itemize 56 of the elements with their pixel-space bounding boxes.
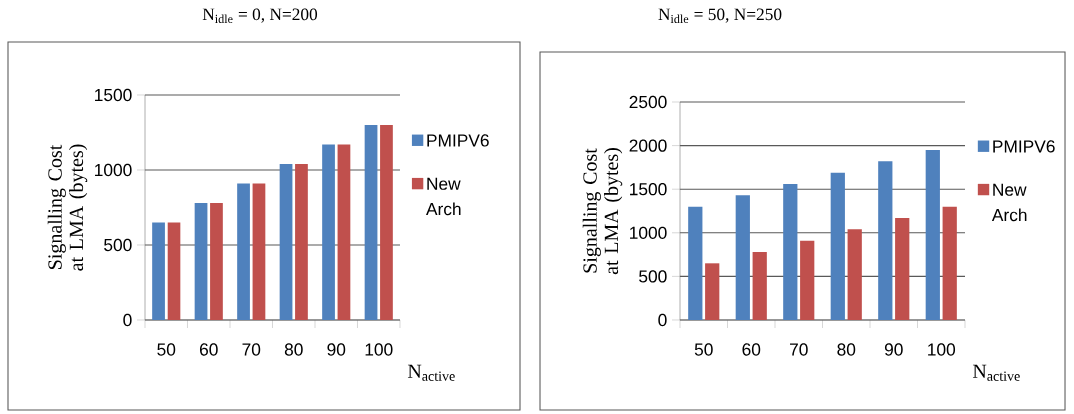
bar [252,183,266,320]
bar [279,164,293,320]
y-tick-label: 1000 [95,163,132,177]
bar [895,217,910,320]
y-tick-label: 1000 [630,226,667,239]
y-tick-label: 2500 [629,95,667,109]
x-axis-title: N$_{active}$ [407,364,455,381]
bar [167,222,181,320]
y-tick-label: 500 [639,270,667,283]
y-axis-title: Signalling Cost at LMA (bytes) [582,148,623,275]
chart-title: N$_{idle}$ = 50, N=250 [658,8,782,24]
bar [152,222,165,320]
y-tick-label: 2000 [629,139,667,152]
x-tick-label: 100 [365,343,393,356]
x-tick-label: 80 [284,343,303,356]
bar [194,203,208,320]
x-tick-label: 70 [242,343,261,356]
x-tick-label: 60 [742,343,761,356]
legend-label: New Arch [426,177,461,216]
y-tick-label: 500 [104,238,132,252]
y-tick-label: 0 [658,313,667,327]
bar [210,203,223,320]
x-tick-label: 50 [157,343,176,356]
x-tick-label: 90 [327,343,346,356]
bar [688,206,703,320]
bar [735,195,750,320]
bar [295,164,308,320]
y-tick-label: 0 [123,313,132,327]
bar [705,263,720,320]
x-tick-label: 60 [199,343,218,356]
x-tick-label: 100 [928,343,956,356]
x-tick-label: 90 [884,343,903,356]
chart-title: N$_{idle}$ = 0, N=200 [202,8,318,24]
legend-label: PMIPV6 [993,140,1055,153]
bar [878,161,893,320]
x-tick-label: 50 [694,343,713,356]
y-tick-label: 1500 [630,183,667,196]
x-axis-title: N$_{active}$ [972,364,1020,381]
bar [942,206,957,320]
bar [237,183,250,320]
y-axis-title: Signalling Cost at LMA (bytes) [47,144,88,271]
bar [364,125,378,320]
bar [337,144,351,320]
bar [830,172,845,320]
bar [380,125,393,320]
legend-label: New Arch [991,183,1027,222]
x-tick-label: 70 [790,343,808,356]
bar [847,229,862,320]
bar [783,183,798,320]
bar [322,144,335,320]
bar [752,251,767,320]
bar [800,240,815,320]
x-tick-label: 80 [837,343,856,356]
y-tick-label: 1500 [95,88,132,102]
legend-label: PMIPV6 [427,134,489,147]
bar [925,149,940,320]
